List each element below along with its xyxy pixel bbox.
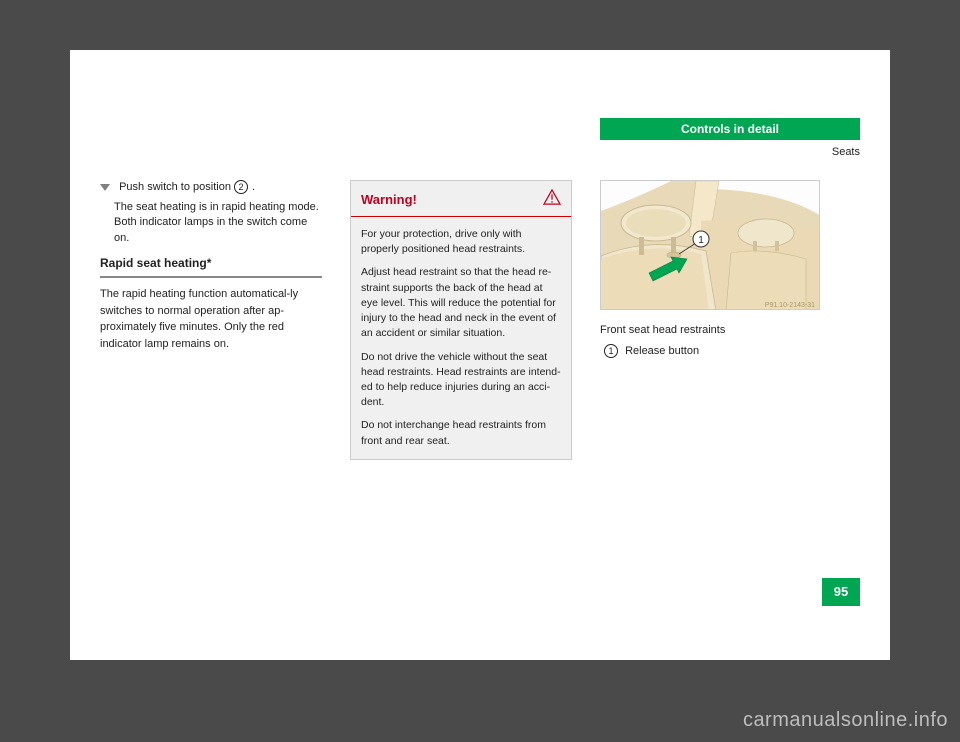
body-text: The rapid heating function automatical-l… [100, 286, 322, 352]
warning-body: For your protection, drive only with pro… [351, 217, 571, 459]
warning-paragraph: Do not drive the vehicle without the sea… [361, 350, 561, 411]
step-marker-icon [100, 184, 110, 191]
step-number-badge: 2 [234, 180, 248, 194]
warning-paragraph: Adjust head restraint so that the head r… [361, 265, 561, 341]
column-2: Warning! For your protection, drive only… [350, 180, 572, 460]
page-number: 95 [822, 578, 860, 606]
step-text-prefix: Push switch to position [119, 181, 231, 193]
legend-number-badge: 1 [604, 344, 618, 358]
callout-legend-item: 1 Release button [604, 343, 822, 360]
warning-paragraph: Do not interchange head restraints from … [361, 418, 561, 448]
column-3: 1 P91.10-2143-31 Front seat head restrai… [600, 180, 822, 363]
column-1: Push switch to position 2. The seat heat… [100, 180, 322, 352]
watermark: carmanualsonline.info [743, 709, 948, 732]
warning-triangle-icon [543, 189, 561, 210]
divider [100, 276, 322, 278]
subheading: Rapid seat heating* [100, 256, 322, 270]
warning-box: Warning! For your protection, drive only… [350, 180, 572, 460]
header-tab: Controls in detail [600, 118, 860, 140]
legend-text: Release button [625, 345, 699, 357]
manual-page: Controls in detail Seats Push switch to … [70, 50, 890, 660]
warning-title: Warning! [361, 192, 417, 207]
warning-header: Warning! [351, 181, 571, 217]
step-description: The seat heating is in rapid heating mod… [114, 200, 322, 246]
illustration-caption: Front seat head restraints [600, 322, 822, 339]
illustration-ref-label: P91.10-2143-31 [765, 302, 815, 309]
warning-paragraph: For your protection, drive only with pro… [361, 227, 561, 257]
section-title: Seats [832, 146, 860, 158]
head-restraint-illustration: 1 P91.10-2143-31 [600, 180, 820, 310]
callout-number: 1 [698, 235, 704, 246]
procedure-step: Push switch to position 2. [100, 180, 322, 194]
